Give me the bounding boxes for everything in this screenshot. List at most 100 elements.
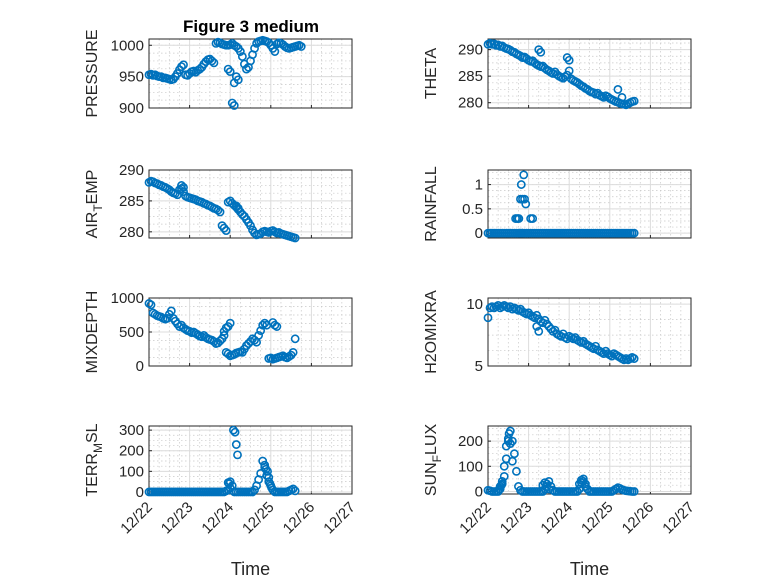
terr-msl-plot-area [148, 425, 353, 495]
air-temp-axes-box [148, 169, 353, 239]
air-temp-y-tick-label: 280 [119, 224, 144, 241]
rainfall-y-tick-label: 0.5 [462, 201, 483, 218]
sun-flux-data-point [512, 466, 521, 476]
sun-flux-data-point [579, 477, 588, 486]
mixdepth-y-tick-label: 1000 [111, 290, 144, 307]
h2omixra-data-point [562, 334, 572, 344]
sun-flux-data-point [581, 482, 590, 491]
figure-title: Figure 3 medium [183, 17, 319, 36]
air-temp-data-point [177, 181, 186, 190]
terr-msl-data-point [264, 473, 274, 482]
sun-flux-x-tick-label: 12/22 [456, 499, 495, 538]
air-temp-data-point [215, 207, 225, 217]
pressure-data-point [235, 47, 245, 56]
h2omixra-axes: 5 10 H2OMIXRA [423, 290, 692, 375]
rainfall-data-point [514, 214, 524, 223]
h2omixra-y-tick-label: 10 [466, 296, 483, 313]
terr-msl-data-point [290, 486, 300, 496]
pressure-y-tick-label: 1000 [111, 37, 144, 54]
sun-flux-data-point [499, 471, 509, 481]
theta-y-axis-label: THETA [423, 48, 440, 100]
sun-flux-x-axis-label: Time [570, 559, 609, 579]
sun-flux-axes: 12/22 12/23 12/24 12/25 12/26 12/27 0 100 200 SUN… [423, 424, 698, 579]
terr-msl-y-tick-label: 0 [136, 484, 144, 501]
mixdepth-data-point [209, 337, 219, 346]
terr-msl-x-tick-label: 12/26 [280, 499, 319, 538]
h2omixra-data-point [538, 318, 548, 328]
terr-msl-data-point [263, 466, 272, 476]
theta-y-tick-label: 290 [458, 42, 483, 59]
pressure-data-point [179, 60, 188, 70]
terr-msl-y-tick-label: 200 [119, 443, 144, 460]
terr-msl-data-point [229, 425, 238, 435]
air-temp-data-point [233, 203, 243, 213]
sun-flux-y-tick-label: 200 [458, 433, 483, 450]
terr-msl-data-point [233, 450, 242, 460]
sun-flux-data-point [499, 461, 509, 471]
terr-msl-x-tick-label: 12/22 [117, 499, 156, 538]
mixdepth-data-point [223, 349, 233, 359]
pressure-data-point [225, 67, 235, 77]
pressure-data-point [237, 52, 247, 61]
mixdepth-data-point [258, 320, 268, 330]
terr-msl-axes: 12/22 12/23 12/24 12/25 12/26 12/27 0 100 200 300… [84, 422, 359, 579]
h2omixra-data-point [629, 354, 639, 363]
mixdepth-data-point [256, 326, 266, 336]
theta-data-point [564, 55, 574, 65]
sun-flux-y-axis-label: SUNFLUX [423, 424, 444, 497]
h2omixra-data-point [534, 326, 544, 336]
air-temp-y-axis-label: AIRTEMP [84, 170, 105, 239]
h2omixra-data-point [546, 324, 556, 334]
terr-msl-data-point [265, 479, 275, 489]
theta-data-point [613, 85, 623, 94]
sun-flux-data-point [544, 484, 554, 494]
rainfall-data-point [521, 199, 531, 209]
terr-msl-x-tick-label: 12/25 [239, 499, 278, 538]
pressure-data-point [250, 44, 259, 53]
rainfall-y-tick-label: 0 [475, 225, 483, 242]
air-temp-y-tick-label: 285 [119, 193, 144, 210]
pressure-axes: 900 950 1000 PRESSURE [84, 29, 353, 118]
terr-msl-x-tick-label: 12/23 [158, 499, 197, 538]
pressure-y-tick-label: 950 [119, 69, 144, 86]
mixdepth-y-tick-label: 0 [136, 358, 144, 375]
sun-flux-data-point [507, 456, 517, 466]
terr-msl-data-point [230, 427, 240, 437]
theta-axes: 280 285 290 THETA [423, 38, 692, 112]
mixdepth-data-point [215, 336, 225, 346]
pressure-data-point [242, 64, 251, 74]
sun-flux-data-point [509, 449, 519, 459]
h2omixra-data-point [607, 351, 617, 361]
terr-msl-data-point [288, 484, 298, 494]
air-temp-data-point [290, 233, 300, 243]
sun-flux-x-tick-label: 12/25 [578, 499, 617, 538]
theta-data-point [599, 92, 609, 102]
pressure-data-point [270, 47, 280, 56]
sun-flux-x-tick-label: 12/26 [619, 499, 658, 538]
h2omixra-data-point [483, 313, 493, 323]
pressure-data-point [209, 58, 219, 68]
terr-msl-data-point [267, 483, 277, 493]
terr-msl-data-point [223, 478, 233, 488]
terr-msl-data-point [248, 487, 257, 497]
rainfall-plot-area [487, 169, 692, 239]
h2omixra-data-point [532, 322, 542, 331]
sun-flux-data-point [497, 477, 507, 486]
terr-msl-data-point [224, 479, 234, 489]
mixdepth-axes-box [148, 297, 353, 367]
rainfall-data-point [517, 228, 527, 238]
air-temp-data-point [179, 182, 188, 192]
terr-msl-x-tick-label: 12/27 [320, 499, 359, 538]
rainfall-data-point [519, 170, 529, 180]
pressure-data-point [296, 42, 306, 51]
air-temp-data-point [231, 201, 241, 211]
air-temp-data-point [250, 228, 259, 238]
mixdepth-data-point [260, 318, 270, 328]
pressure-data-point [229, 101, 239, 110]
terr-msl-data-point [231, 440, 241, 449]
terr-msl-y-axis-label: TERRMSL [84, 423, 105, 496]
air-temp-data-point [219, 223, 229, 233]
h2omixra-axes-box [487, 297, 692, 367]
mixdepth-data-point [146, 300, 156, 310]
